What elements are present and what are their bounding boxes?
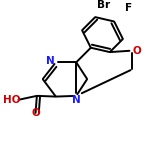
Text: F: F bbox=[125, 3, 132, 13]
Text: O: O bbox=[132, 46, 141, 56]
Text: HO: HO bbox=[3, 95, 21, 105]
Text: O: O bbox=[31, 108, 40, 118]
Text: Br: Br bbox=[97, 0, 110, 10]
Text: N: N bbox=[72, 95, 81, 105]
Text: N: N bbox=[46, 56, 54, 66]
